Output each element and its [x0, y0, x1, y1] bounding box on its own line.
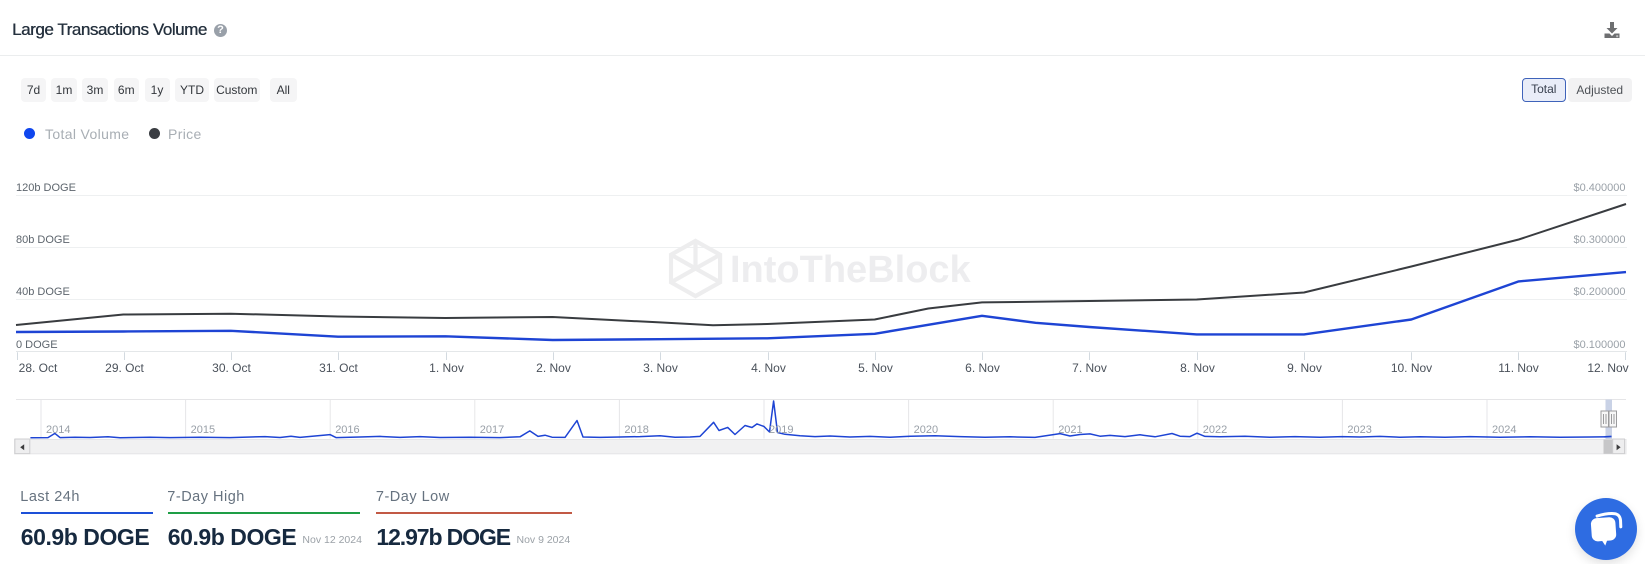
svg-text:IntoTheBlock: IntoTheBlock [730, 249, 972, 291]
